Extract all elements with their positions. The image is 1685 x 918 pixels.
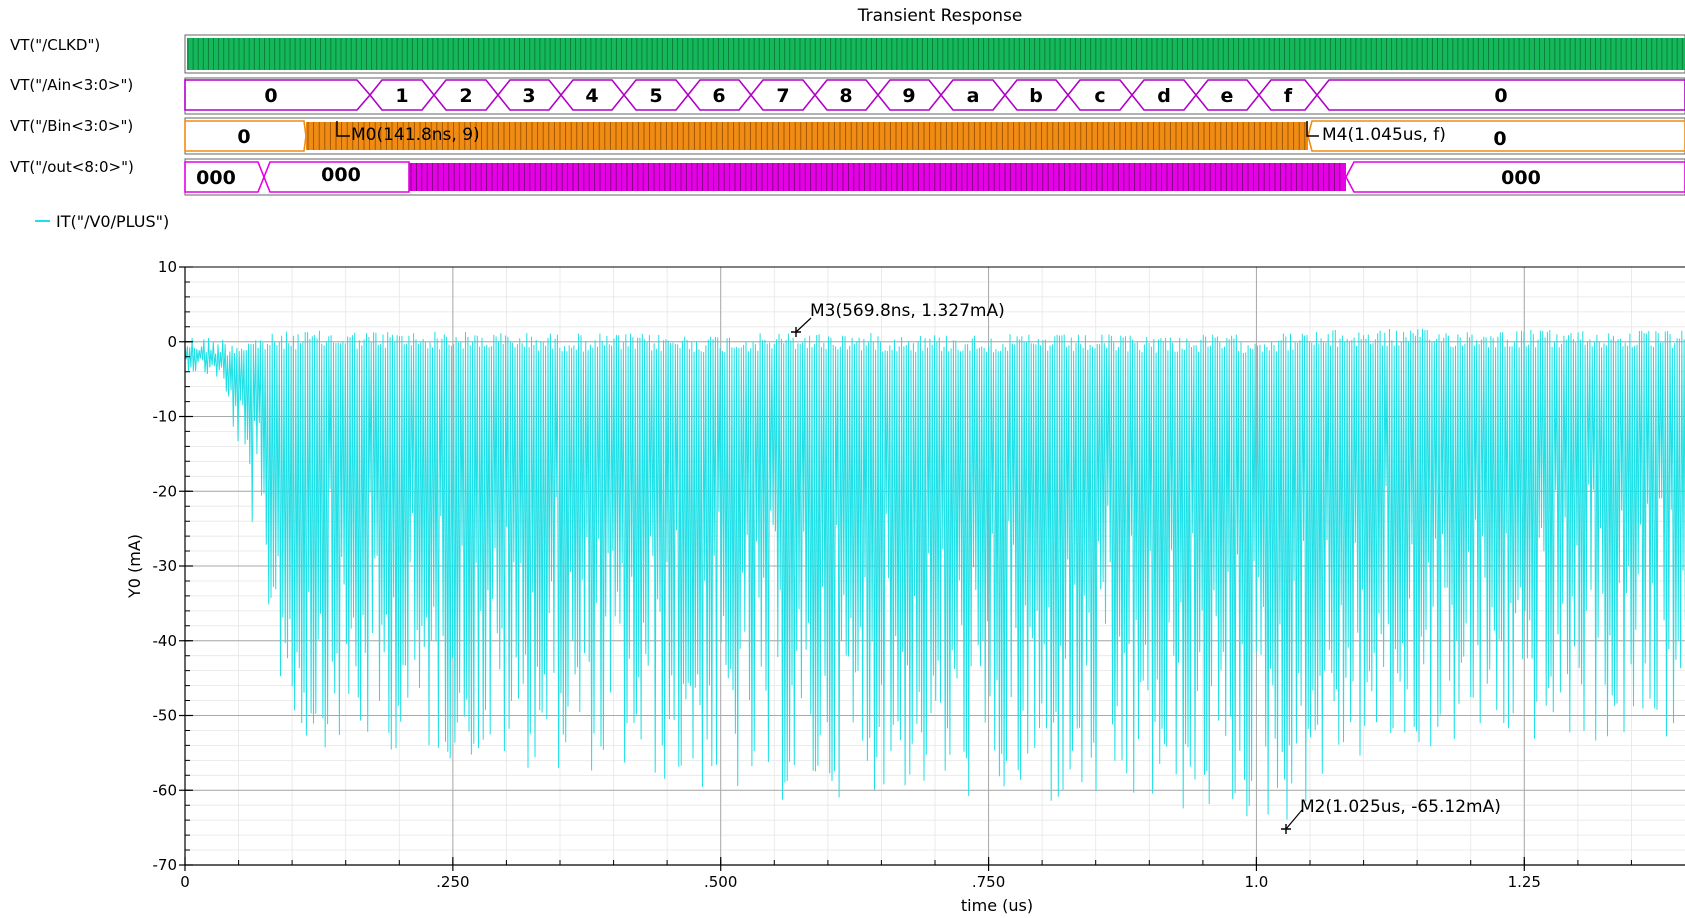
marker-m3-pointer bbox=[795, 317, 812, 333]
marker-m2-label: M2(1.025us, -65.12mA) bbox=[1300, 797, 1501, 817]
ain-signal-label: VT("/Ain<3:0>") bbox=[10, 76, 133, 94]
marker-m2-cross bbox=[1281, 824, 1291, 834]
ain-value-4: 4 bbox=[585, 85, 598, 107]
bin-segment-initial bbox=[184, 120, 307, 152]
x-tick-label-3: .750 bbox=[972, 873, 1005, 891]
clk-strip[interactable] bbox=[184, 34, 1685, 74]
bin-edge-lines bbox=[307, 122, 1306, 150]
ain-value-10: a bbox=[967, 85, 980, 107]
bin-strip[interactable]: 0 0 M0(141.8ns, 9) M4(1.045us, f) bbox=[184, 117, 1685, 155]
ain-value-5: 5 bbox=[649, 85, 662, 107]
marker-m3[interactable]: M3(569.8ns, 1.327mA) bbox=[791, 301, 1005, 337]
clk-edges bbox=[187, 38, 1683, 70]
ain-value-2: 2 bbox=[459, 85, 472, 107]
out-edge-lines bbox=[410, 163, 1341, 191]
ain-value-0: 0 bbox=[264, 85, 277, 107]
ain-value-15: f bbox=[1284, 85, 1293, 107]
out-value-0: 000 bbox=[196, 167, 236, 189]
ain-value-8: 8 bbox=[839, 85, 852, 107]
legend-entry-label: IT("/V0/PLUS") bbox=[56, 212, 169, 231]
x-tick-label-1: .250 bbox=[436, 873, 469, 891]
y-tick-label-0: 10 bbox=[158, 258, 177, 276]
out-value-2: 000 bbox=[1501, 167, 1541, 189]
y-tick-label-5: -40 bbox=[153, 632, 178, 650]
legend[interactable]: IT("/V0/PLUS") bbox=[35, 212, 169, 231]
clk-waveform bbox=[187, 38, 1685, 70]
ain-value-11: b bbox=[1029, 85, 1043, 107]
marker-m3-label: M3(569.8ns, 1.327mA) bbox=[810, 301, 1005, 321]
y-tick-label-6: -50 bbox=[153, 707, 178, 725]
bin-value-1: 0 bbox=[1493, 128, 1506, 150]
out-edges bbox=[410, 163, 1341, 191]
out-signal-label: VT("/out<8:0>") bbox=[10, 158, 134, 176]
y-tick-label-2: -10 bbox=[153, 408, 178, 426]
out-segment-0 bbox=[184, 161, 265, 193]
y-tick-label-4: -30 bbox=[153, 557, 178, 575]
clk-edge-lines bbox=[187, 38, 1683, 70]
ain-value-13: d bbox=[1157, 85, 1171, 107]
marker-m3-cross bbox=[791, 327, 801, 337]
clk-signal-label: VT("/CLKD") bbox=[10, 36, 100, 54]
bin-toggle-region bbox=[306, 122, 1308, 150]
marker-m4-pointer bbox=[1306, 121, 1320, 137]
ain-value-9: 9 bbox=[902, 85, 915, 107]
y-tick-label-1: 0 bbox=[167, 333, 177, 351]
marker-m4-label-bg bbox=[1319, 123, 1469, 145]
x-tick-label-5: 1.25 bbox=[1508, 873, 1541, 891]
marker-m0-pointer bbox=[336, 121, 350, 137]
ain-value-6: 6 bbox=[712, 85, 725, 107]
y-tick-label-8: -70 bbox=[153, 856, 178, 874]
ain-segment-16 bbox=[1315, 79, 1685, 111]
ain-value-1: 1 bbox=[395, 85, 408, 107]
plot-area[interactable] bbox=[184, 266, 1685, 866]
out-toggle-region bbox=[409, 163, 1346, 191]
ain-value-14: e bbox=[1221, 85, 1234, 107]
y-tick-label-3: -20 bbox=[153, 482, 178, 500]
y-axis-label: Y0 (mA) bbox=[125, 534, 144, 599]
marker-m4-label: M4(1.045us, f) bbox=[1322, 125, 1446, 145]
chart-title: Transient Response bbox=[857, 6, 1023, 26]
ain-value-3: 3 bbox=[522, 85, 535, 107]
marker-m2-pointer bbox=[1285, 809, 1303, 830]
ain-segment-0 bbox=[184, 79, 372, 111]
ain-value-7: 7 bbox=[776, 85, 789, 107]
marker-m2[interactable]: M2(1.025us, -65.12mA) bbox=[1281, 797, 1501, 834]
x-tick-label-0: 0 bbox=[180, 873, 190, 891]
ain-strip[interactable]: 0 1 2 3 4 5 6 7 8 9 a b c d e f 0 bbox=[184, 77, 1685, 115]
y-tick-label-7: -60 bbox=[153, 781, 178, 799]
marker-m0-label: M0(141.8ns, 9) bbox=[351, 125, 480, 145]
ain-value-12: c bbox=[1094, 85, 1105, 107]
ain-value-16: 0 bbox=[1494, 85, 1507, 107]
current-trace bbox=[184, 328, 1685, 820]
bin-value-0: 0 bbox=[237, 126, 250, 148]
bin-segment-final bbox=[1307, 120, 1685, 152]
out-value-1: 000 bbox=[321, 164, 361, 186]
x-axis-label: time (us) bbox=[961, 896, 1033, 915]
bin-signal-label: VT("/Bin<3:0>") bbox=[10, 117, 133, 135]
x-tick-label-4: 1.0 bbox=[1244, 873, 1268, 891]
bin-edges bbox=[307, 122, 1306, 150]
out-segment-2 bbox=[1345, 161, 1685, 193]
axis-ticks: 100-10-20-30-40-50-60-700.250.500.750 1.0… bbox=[153, 258, 1632, 891]
out-strip[interactable]: 000 000 000 bbox=[184, 158, 1685, 196]
x-tick-label-2: .500 bbox=[704, 873, 737, 891]
current-waveform bbox=[184, 328, 1685, 820]
